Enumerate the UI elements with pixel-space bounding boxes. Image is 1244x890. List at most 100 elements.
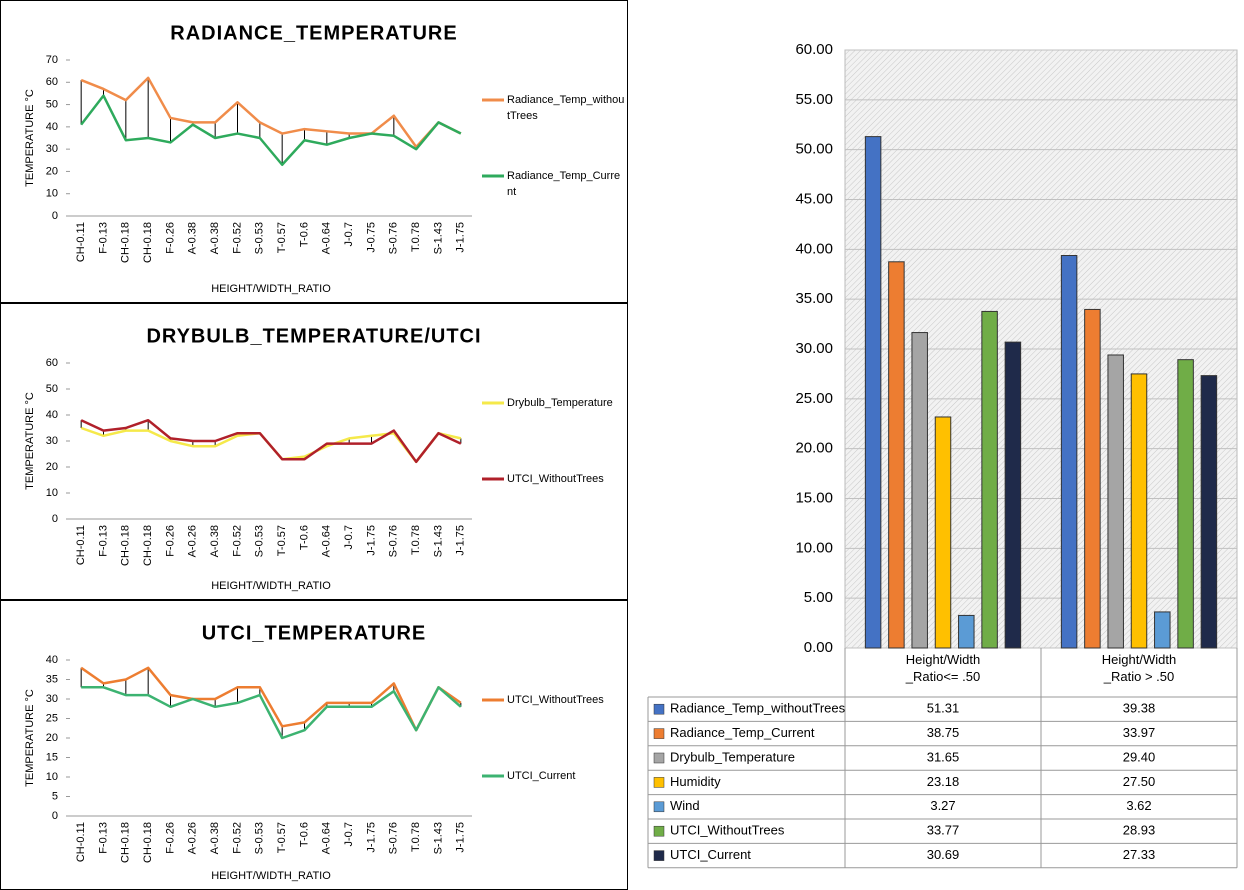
x-tick-label: F-0.52: [231, 525, 243, 557]
x-tick-label: S-1.43: [432, 525, 444, 557]
legend-label: UTCI_Current: [670, 847, 751, 862]
category-label: Height/Width _Ratio > .50: [1101, 652, 1177, 684]
y-tick-label: 50.00: [795, 141, 833, 158]
legend-swatch: [653, 850, 665, 861]
series-line: [80, 76, 462, 149]
y-tick-label: 70: [46, 54, 58, 66]
chart-title: UTCI_TEMPERATURE: [202, 622, 427, 644]
y-tick-label: 35: [46, 673, 58, 685]
y-tick-label: 60: [46, 357, 58, 369]
legend-label: Drybulb_Temperature: [507, 397, 613, 409]
x-tick-label: CH-0.11: [75, 822, 87, 862]
x-tick-label: T-0.6: [298, 822, 310, 847]
x-tick-label: CH-0.18: [142, 525, 154, 566]
table-value: 3.62: [1126, 798, 1151, 813]
x-tick-label: J-0.7: [343, 822, 355, 846]
bar: [888, 261, 905, 649]
x-tick-label: J-0.7: [343, 222, 355, 246]
x-tick-label: A-0.64: [321, 222, 333, 254]
y-tick-label: 10: [46, 771, 58, 783]
y-tick-label: 45.00: [795, 190, 833, 207]
x-tick-label: T.0.78: [410, 822, 422, 852]
bar: [958, 614, 975, 649]
y-tick-label: 60: [46, 76, 58, 88]
table-value: 51.31: [927, 701, 960, 716]
table-value: 39.38: [1123, 701, 1156, 716]
x-tick-label: CH-0.18: [120, 222, 132, 263]
x-tick-label: CH-0.18: [120, 822, 132, 863]
y-tick-label: 20: [46, 165, 58, 177]
y-tick-label: 60.00: [795, 41, 833, 58]
bar: [1177, 359, 1194, 649]
y-tick-label: 5.00: [804, 589, 833, 606]
x-tick-label: J-0.75: [365, 222, 377, 253]
x-tick-label: T-0.57: [276, 222, 288, 253]
y-tick-label: 40: [46, 121, 58, 133]
y-tick-label: 0.00: [804, 639, 833, 656]
y-axis-label: TEMPERATURE °C: [24, 89, 36, 187]
x-tick-label: J-1.75: [365, 822, 377, 853]
x-tick-label: F-0.26: [164, 222, 176, 254]
x-tick-label: T-0.57: [276, 525, 288, 556]
bar: [1130, 373, 1148, 649]
table-value: 33.77: [927, 823, 960, 838]
x-tick-label: A-0.38: [209, 822, 221, 854]
table-value: 23.18: [927, 774, 960, 789]
panel-border: [0, 303, 628, 600]
legend-label: Radiance_Temp_Current: [670, 725, 815, 740]
y-tick-label: 10: [46, 188, 58, 200]
chart-title: DRYBULB_TEMPERATURE/UTCI: [146, 325, 481, 347]
bar: [864, 136, 882, 649]
panel-border: [0, 0, 628, 303]
bar: [1004, 341, 1022, 649]
y-tick-label: 0: [52, 513, 58, 525]
x-tick-label: CH-0.11: [75, 525, 87, 565]
x-tick-label: J-1.75: [455, 222, 467, 253]
x-axis-label: HEIGHT/WIDTH_RATIO: [211, 870, 331, 882]
bar: [1200, 375, 1218, 649]
legend-swatch: [653, 801, 665, 813]
x-tick-label: T-0.6: [298, 525, 310, 550]
x-tick-label: T-0.57: [276, 822, 288, 853]
y-tick-label: 15: [46, 751, 58, 763]
x-tick-label: CH-0.18: [142, 222, 154, 263]
legend-label: Radiance_Temp_withoutTrees: [507, 94, 625, 122]
bar: [981, 310, 998, 649]
y-tick-label: 0: [52, 810, 58, 822]
y-tick-label: 25.00: [795, 390, 833, 407]
x-tick-label: F-0.13: [97, 822, 109, 854]
legend-label: Drybulb_Temperature: [670, 749, 795, 764]
y-tick-label: 15.00: [795, 489, 833, 506]
x-tick-label: A-0.38: [187, 222, 199, 254]
x-tick-label: F-0.52: [231, 222, 243, 254]
legend-swatch: [653, 825, 665, 837]
x-tick-label: CH-0.18: [142, 822, 154, 863]
table-value: 3.27: [930, 798, 955, 813]
y-tick-label: 40.00: [795, 240, 833, 257]
table-value: 31.65: [927, 749, 960, 764]
category-label: Height/Width _Ratio<= .50: [905, 652, 981, 684]
chart-title: RADIANCE_TEMPERATURE: [170, 22, 457, 44]
legend-label: UTCI_WithoutTrees: [507, 473, 604, 485]
x-tick-label: F-0.13: [97, 525, 109, 557]
x-tick-label: S-0.76: [388, 222, 400, 254]
series-line: [81, 686, 462, 740]
table-value: 27.50: [1123, 774, 1156, 789]
x-tick-label: A-0.64: [321, 822, 333, 854]
x-tick-label: J-1.75: [455, 525, 467, 556]
x-tick-label: S-0.76: [388, 525, 400, 557]
y-tick-label: 50: [46, 98, 58, 110]
bar: [1084, 308, 1101, 649]
x-tick-label: S-0.76: [388, 822, 400, 854]
legend-label: Radiance_Temp_withoutTrees: [670, 701, 846, 716]
bar: [934, 416, 952, 649]
legend-label: UTCI_WithoutTrees: [670, 823, 785, 838]
y-tick-label: 20.00: [795, 440, 833, 457]
y-tick-label: 10.00: [795, 539, 833, 556]
y-tick-label: 30: [46, 143, 58, 155]
x-axis-label: HEIGHT/WIDTH_RATIO: [211, 580, 331, 592]
y-tick-label: 40: [46, 654, 58, 666]
bar: [1154, 611, 1171, 649]
y-tick-label: 25: [46, 712, 58, 724]
